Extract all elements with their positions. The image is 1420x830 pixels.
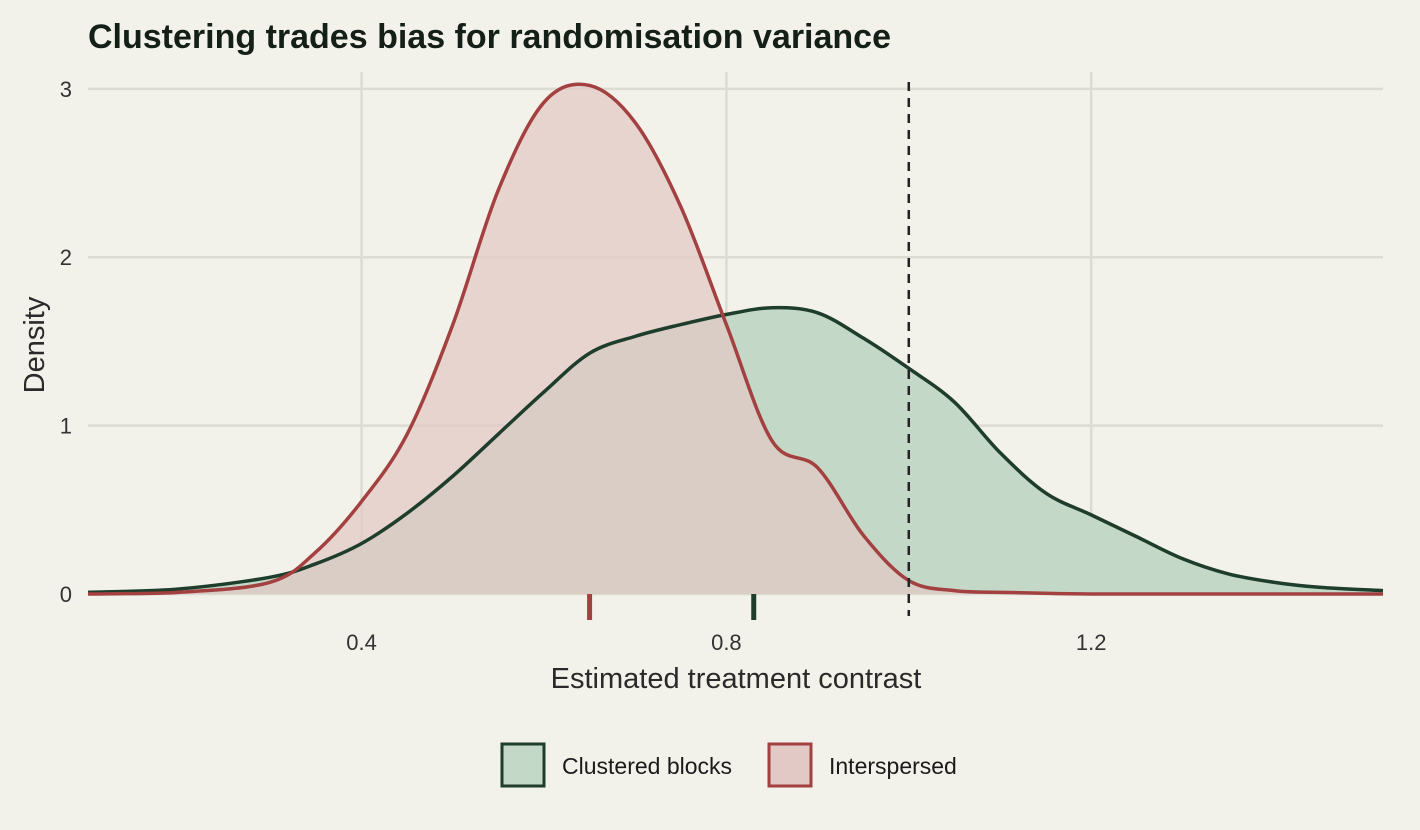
x-axis-label: Estimated treatment contrast <box>551 663 922 695</box>
y-tick-label-2: 2 <box>60 245 72 270</box>
x-tick-label-2: 1.2 <box>1076 630 1107 655</box>
y-tick-label-1: 1 <box>60 414 72 439</box>
area-interspersed <box>88 84 1383 594</box>
y-axis-label: Density <box>19 296 51 393</box>
legend-label-interspersed: Interspersed <box>829 753 957 779</box>
density-lines <box>87 82 1384 596</box>
x-tick-label-1: 0.8 <box>711 630 742 655</box>
chart-title: Clustering trades bias for randomisation… <box>88 18 891 56</box>
tick-labels: 0 1 2 3 0.4 0.8 1.2 <box>60 77 1107 655</box>
mean-ticks <box>587 594 757 620</box>
density-areas <box>88 84 1383 594</box>
y-tick-label-3: 3 <box>60 77 72 102</box>
line-interspersed <box>87 82 1383 596</box>
legend: Clustered blocks Interspersed <box>500 742 957 788</box>
legend-swatch-interspersed <box>767 742 813 788</box>
legend-swatch-clustered-blocks <box>500 742 546 788</box>
y-tick-label-0: 0 <box>60 582 72 607</box>
legend-label-clustered-blocks: Clustered blocks <box>562 753 732 779</box>
line-clustered-blocks <box>87 305 1384 595</box>
x-tick-label-0: 0.4 <box>346 630 377 655</box>
